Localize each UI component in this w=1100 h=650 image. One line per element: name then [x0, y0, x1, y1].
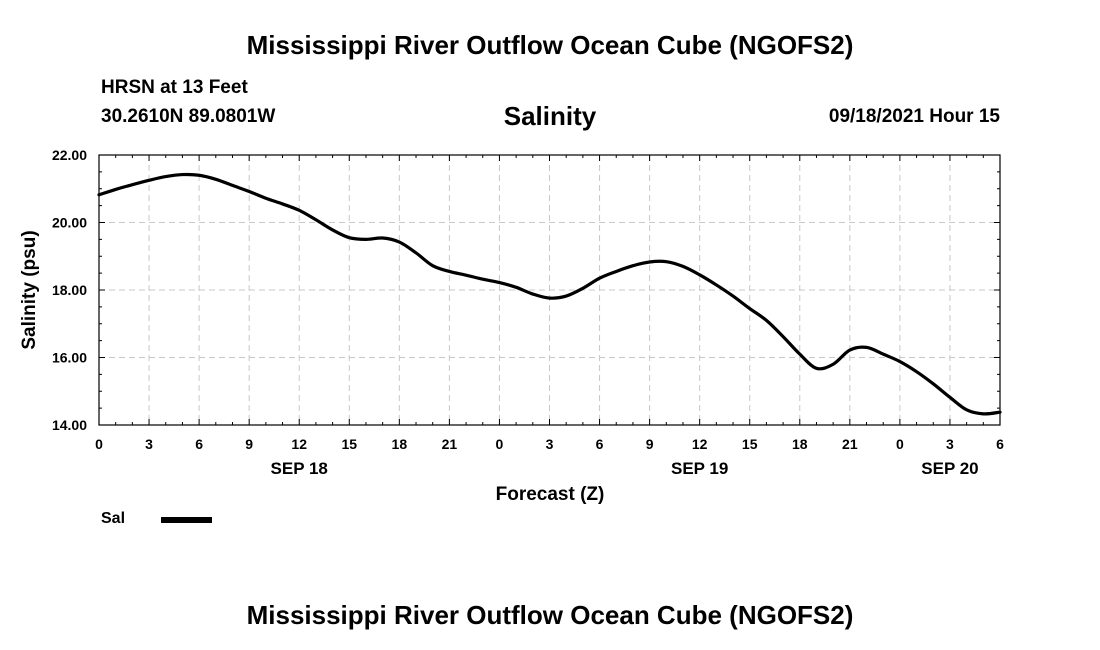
legend-line-swatch — [161, 517, 212, 523]
x-tick-label: 3 — [946, 436, 954, 452]
x-tick-label: 21 — [842, 436, 858, 452]
station-coordinates: 30.2610N 89.0801W — [101, 106, 276, 127]
y-tick-label: 20.00 — [52, 215, 87, 231]
x-tick-label: 9 — [245, 436, 253, 452]
date-label: SEP 20 — [921, 459, 978, 478]
x-tick-label: 12 — [291, 436, 307, 452]
legend-label: Sal — [101, 510, 126, 527]
y-tick-label: 22.00 — [52, 147, 87, 163]
chart-main-title: Mississippi River Outflow Ocean Cube (NG… — [246, 30, 854, 60]
x-tick-label: 6 — [596, 436, 604, 452]
x-tick-label: 0 — [496, 436, 504, 452]
chart-footer-title: Mississippi River Outflow Ocean Cube (NG… — [246, 600, 854, 630]
x-tick-label: 18 — [392, 436, 408, 452]
y-axis-label: Salinity (psu) — [19, 230, 40, 349]
salinity-series-line — [97, 172, 1002, 416]
x-tick-label: 18 — [792, 436, 808, 452]
x-tick-label: 9 — [646, 436, 654, 452]
x-tick-label: 15 — [341, 436, 357, 452]
x-tick-label: 21 — [442, 436, 458, 452]
x-tick-label: 3 — [145, 436, 153, 452]
x-tick-label: 0 — [95, 436, 103, 452]
axis-layer: 0 3 6 9 12 15 18 21 0 3 6 9 12 15 18 21 0 3 6 14.00 16.00 18.… — [52, 147, 1004, 478]
series-layer — [97, 172, 1002, 416]
x-tick-label: 6 — [195, 436, 203, 452]
chart-subtitle: Salinity — [503, 101, 597, 131]
date-label: SEP 19 — [671, 459, 728, 478]
y-tick-label: 14.00 — [52, 417, 87, 433]
x-tick-label: 0 — [896, 436, 904, 452]
x-tick-label: 6 — [996, 436, 1004, 452]
y-tick-label: 16.00 — [52, 350, 87, 366]
station-label: HRSN at 13 Feet — [101, 77, 248, 98]
grid-layer — [99, 155, 1000, 425]
x-tick-label: 15 — [742, 436, 758, 452]
date-label: SEP 18 — [271, 459, 328, 478]
y-tick-label: 18.00 — [52, 282, 87, 298]
forecast-datetime: 09/18/2021 Hour 15 — [828, 106, 1000, 127]
x-tick-label: 3 — [546, 436, 554, 452]
x-axis-label: Forecast (Z) — [496, 484, 605, 505]
x-tick-label: 12 — [692, 436, 708, 452]
